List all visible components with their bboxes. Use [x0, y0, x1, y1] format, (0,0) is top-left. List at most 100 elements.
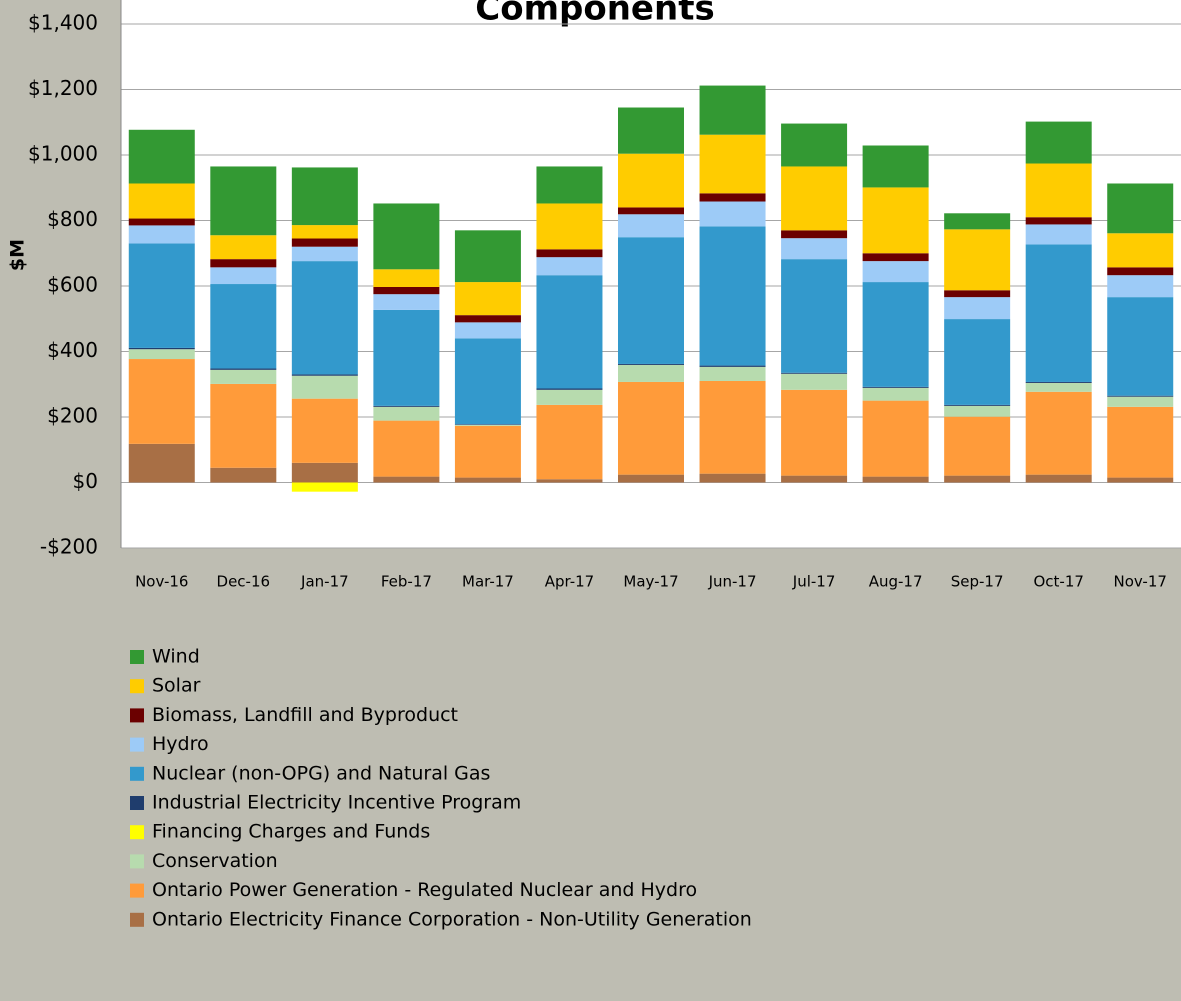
- x-tick-label: Aug-17: [869, 573, 923, 591]
- bar-segment: [128, 347, 195, 350]
- legend-swatch: [130, 796, 144, 810]
- bar-segment: [210, 259, 277, 268]
- bar-segment: [373, 203, 440, 270]
- bar-segment: [373, 420, 440, 477]
- bar-segment: [536, 203, 603, 250]
- bar-segment: [210, 368, 277, 370]
- bar-segment: [699, 193, 766, 202]
- bar-segment: [618, 153, 684, 208]
- bar-segment: [944, 405, 1011, 417]
- bar-segment: [944, 416, 1011, 476]
- bar-segment: [291, 261, 358, 375]
- bar-segment: [862, 387, 929, 401]
- bar-segment: [944, 475, 1011, 483]
- bar-segment: [291, 375, 358, 399]
- bar-segment: [536, 249, 603, 258]
- y-tick-label: $400: [47, 338, 98, 362]
- bar-segment: [944, 404, 1011, 406]
- bar-segment: [373, 269, 440, 287]
- y-tick-label: $1,400: [28, 11, 98, 35]
- bar-segment: [210, 284, 277, 369]
- bar-segment: [536, 166, 603, 204]
- bar-segment: [1025, 217, 1092, 225]
- bar-segment: [536, 479, 603, 483]
- bar-segment: [1107, 396, 1174, 407]
- bar-segment: [128, 225, 195, 244]
- bar-segment: [128, 349, 195, 360]
- x-tick-label: Feb-17: [381, 573, 432, 591]
- bar-segment: [536, 389, 603, 405]
- bar-segment: [1107, 275, 1174, 298]
- legend-swatch: [130, 825, 144, 840]
- bar-segment: [536, 275, 603, 389]
- bar-segment: [128, 183, 195, 219]
- bar-segment: [291, 398, 358, 463]
- bar-segment: [781, 475, 848, 483]
- bar-segment: [862, 261, 929, 283]
- bar-segment: [618, 381, 684, 475]
- bar-segment: [1025, 382, 1092, 392]
- bar-segment: [454, 424, 521, 425]
- bar-segment: [128, 443, 195, 483]
- bar-segment: [618, 237, 684, 364]
- bar-segment: [291, 482, 358, 492]
- bar-segment: [373, 476, 440, 483]
- bar-segment: [699, 366, 766, 381]
- bar-segment: [1025, 224, 1092, 245]
- bar-segment: [536, 388, 603, 390]
- bar-segment: [1107, 477, 1174, 483]
- bar-segment: [373, 405, 440, 407]
- bar-segment: [373, 294, 440, 310]
- bar-segment: [291, 374, 358, 376]
- x-tick-label: Sep-17: [951, 573, 1004, 591]
- bar-segment: [781, 372, 848, 374]
- legend-label: Ontario Power Generation - Regulated Nuc…: [152, 879, 697, 901]
- bar-segment: [862, 187, 929, 254]
- legend-swatch: [130, 883, 144, 898]
- bar-segment: [618, 364, 684, 382]
- x-tick-label: Apr-17: [545, 573, 595, 591]
- bar-segment: [128, 359, 195, 444]
- legend-label: Ontario Electricity Finance Corporation …: [152, 908, 752, 930]
- bar-segment: [128, 243, 195, 348]
- bar-segment: [699, 134, 766, 194]
- bar-segment: [618, 214, 684, 238]
- bar-segment: [1025, 121, 1092, 164]
- legend-label: Nuclear (non-OPG) and Natural Gas: [152, 762, 490, 784]
- y-tick-label: $1,000: [28, 142, 98, 166]
- x-tick-label: Jun-17: [708, 573, 757, 591]
- bar-segment: [454, 315, 521, 323]
- bar-segment: [454, 425, 521, 478]
- bar-segment: [944, 297, 1011, 320]
- bar-segment: [944, 213, 1011, 230]
- bar-segment: [1025, 391, 1092, 475]
- bar-segment: [210, 235, 277, 260]
- bar-segment: [454, 282, 521, 316]
- bar-segment: [291, 246, 358, 262]
- bar-segment: [862, 253, 929, 262]
- x-tick-label: May-17: [623, 573, 678, 591]
- y-tick-label: $800: [47, 207, 98, 231]
- x-tick-label: Nov-16: [135, 573, 188, 591]
- bar-segment: [699, 226, 766, 366]
- bar-segment: [944, 290, 1011, 298]
- legend-label: Financing Charges and Funds: [152, 821, 430, 843]
- bar-segment: [210, 166, 277, 236]
- bar-segment: [862, 282, 929, 387]
- x-tick-label: Jul-17: [792, 573, 836, 591]
- bar-segment: [781, 166, 848, 231]
- bar-segment: [373, 286, 440, 295]
- bar-segment: [862, 476, 929, 483]
- bar-segment: [454, 230, 521, 283]
- legend-label: Conservation: [152, 850, 278, 872]
- bar-segment: [454, 322, 521, 339]
- bar-segment: [454, 424, 521, 426]
- bar-segment: [699, 380, 766, 474]
- bar-segment: [128, 218, 195, 226]
- bar-segment: [944, 229, 1011, 291]
- bar-segment: [862, 145, 929, 188]
- bar-segment: [1025, 244, 1092, 382]
- bar-segment: [373, 309, 440, 406]
